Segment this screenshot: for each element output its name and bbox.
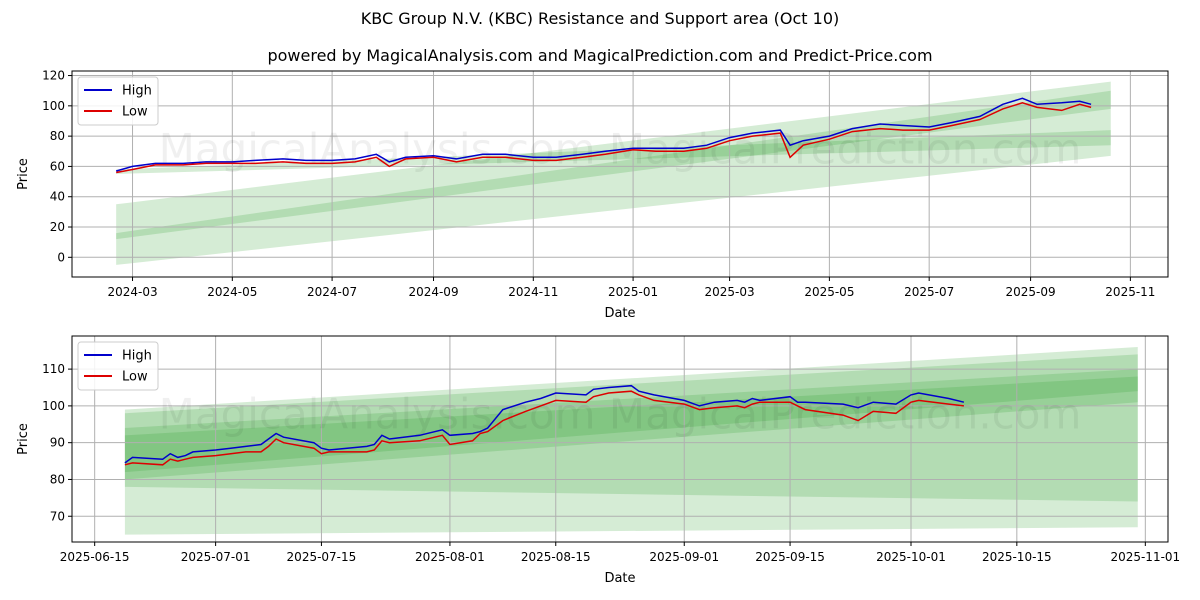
x-tick-label: 2024-07 [307, 285, 357, 299]
x-tick-label: 2024-09 [408, 285, 458, 299]
legend: High Low [77, 341, 159, 391]
x-tick-label: 2025-10-01 [876, 550, 946, 564]
y-tick-label: 0 [57, 250, 65, 264]
x-tick-label: 2025-01 [608, 285, 658, 299]
x-axis-label: Date [604, 571, 635, 586]
x-axis-label: Date [604, 306, 635, 321]
x-tick-label: 2025-10-15 [982, 550, 1052, 564]
plot-frame [71, 70, 1169, 278]
support-resistance-band-4 [124, 376, 1138, 473]
y-axis-label: Price [16, 158, 31, 190]
plot-area: MagicalAnalysis.com MagicalPrediction.co… [72, 71, 1168, 277]
series-line-high [115, 97, 1092, 172]
y-tick-label: 20 [50, 220, 65, 234]
plot-area: MagicalAnalysis.com MagicalPrediction.co… [72, 336, 1168, 542]
series-line-low [124, 390, 964, 466]
chart-title: KBC Group N.V. (KBC) Resistance and Supp… [360, 9, 840, 28]
support-resistance-band-2 [116, 90, 1111, 240]
x-tick-label: 2025-07-01 [181, 550, 251, 564]
x-tick-label: 2025-05 [804, 285, 854, 299]
x-tick-label: 2025-07-15 [287, 550, 357, 564]
legend-label-low: Low [122, 105, 148, 120]
y-axis-label: Price [16, 423, 31, 455]
plot-frame [71, 335, 1169, 543]
y-tick-label: 100 [42, 399, 65, 413]
chart-panel-1: MagicalAnalysis.com MagicalPrediction.co… [16, 69, 1169, 321]
y-tick-label: 110 [42, 362, 65, 376]
series-line-low [116, 102, 1092, 174]
watermark-text: MagicalAnalysis.com MagicalPrediction.co… [159, 390, 1082, 439]
x-tick-label: 2025-07 [904, 285, 954, 299]
y-tick-label: 60 [50, 159, 65, 173]
y-tick-label: 70 [50, 509, 65, 523]
legend-label-high: High [122, 349, 152, 364]
x-tick-label: 2025-09-15 [755, 550, 825, 564]
x-tick-label: 2025-11 [1105, 285, 1155, 299]
x-tick-label: 2025-09 [1006, 285, 1056, 299]
x-tick-label: 2025-06-15 [60, 550, 130, 564]
x-tick-label: 2025-08-15 [521, 550, 591, 564]
x-tick-label: 2024-05 [207, 285, 257, 299]
y-tick-label: 80 [50, 129, 65, 143]
x-tick-label: 2025-11-01 [1110, 550, 1180, 564]
series-line-high [124, 384, 965, 464]
y-tick-label: 40 [50, 190, 65, 204]
chart-subtitle: powered by MagicalAnalysis.com and Magic… [267, 46, 933, 65]
x-tick-label: 2025-03 [705, 285, 755, 299]
support-resistance-band-2 [124, 354, 1138, 502]
x-tick-label: 2024-03 [107, 285, 157, 299]
support-resistance-band-3 [116, 130, 1111, 174]
chart-panel-2: MagicalAnalysis.com MagicalPrediction.co… [16, 335, 1180, 586]
x-tick-label: 2025-08-01 [415, 550, 485, 564]
y-tick-label: 80 [50, 472, 65, 486]
y-tick-label: 100 [42, 99, 65, 113]
legend: High Low [77, 76, 159, 126]
x-tick-label: 2025-09-01 [649, 550, 719, 564]
x-tick-label: 2024-11 [508, 285, 558, 299]
support-resistance-band-1 [124, 347, 1138, 535]
y-tick-label: 120 [42, 69, 65, 83]
support-resistance-band-3 [124, 369, 1138, 480]
y-tick-label: 90 [50, 436, 65, 450]
legend-label-low: Low [122, 370, 148, 385]
legend-label-high: High [122, 84, 152, 99]
